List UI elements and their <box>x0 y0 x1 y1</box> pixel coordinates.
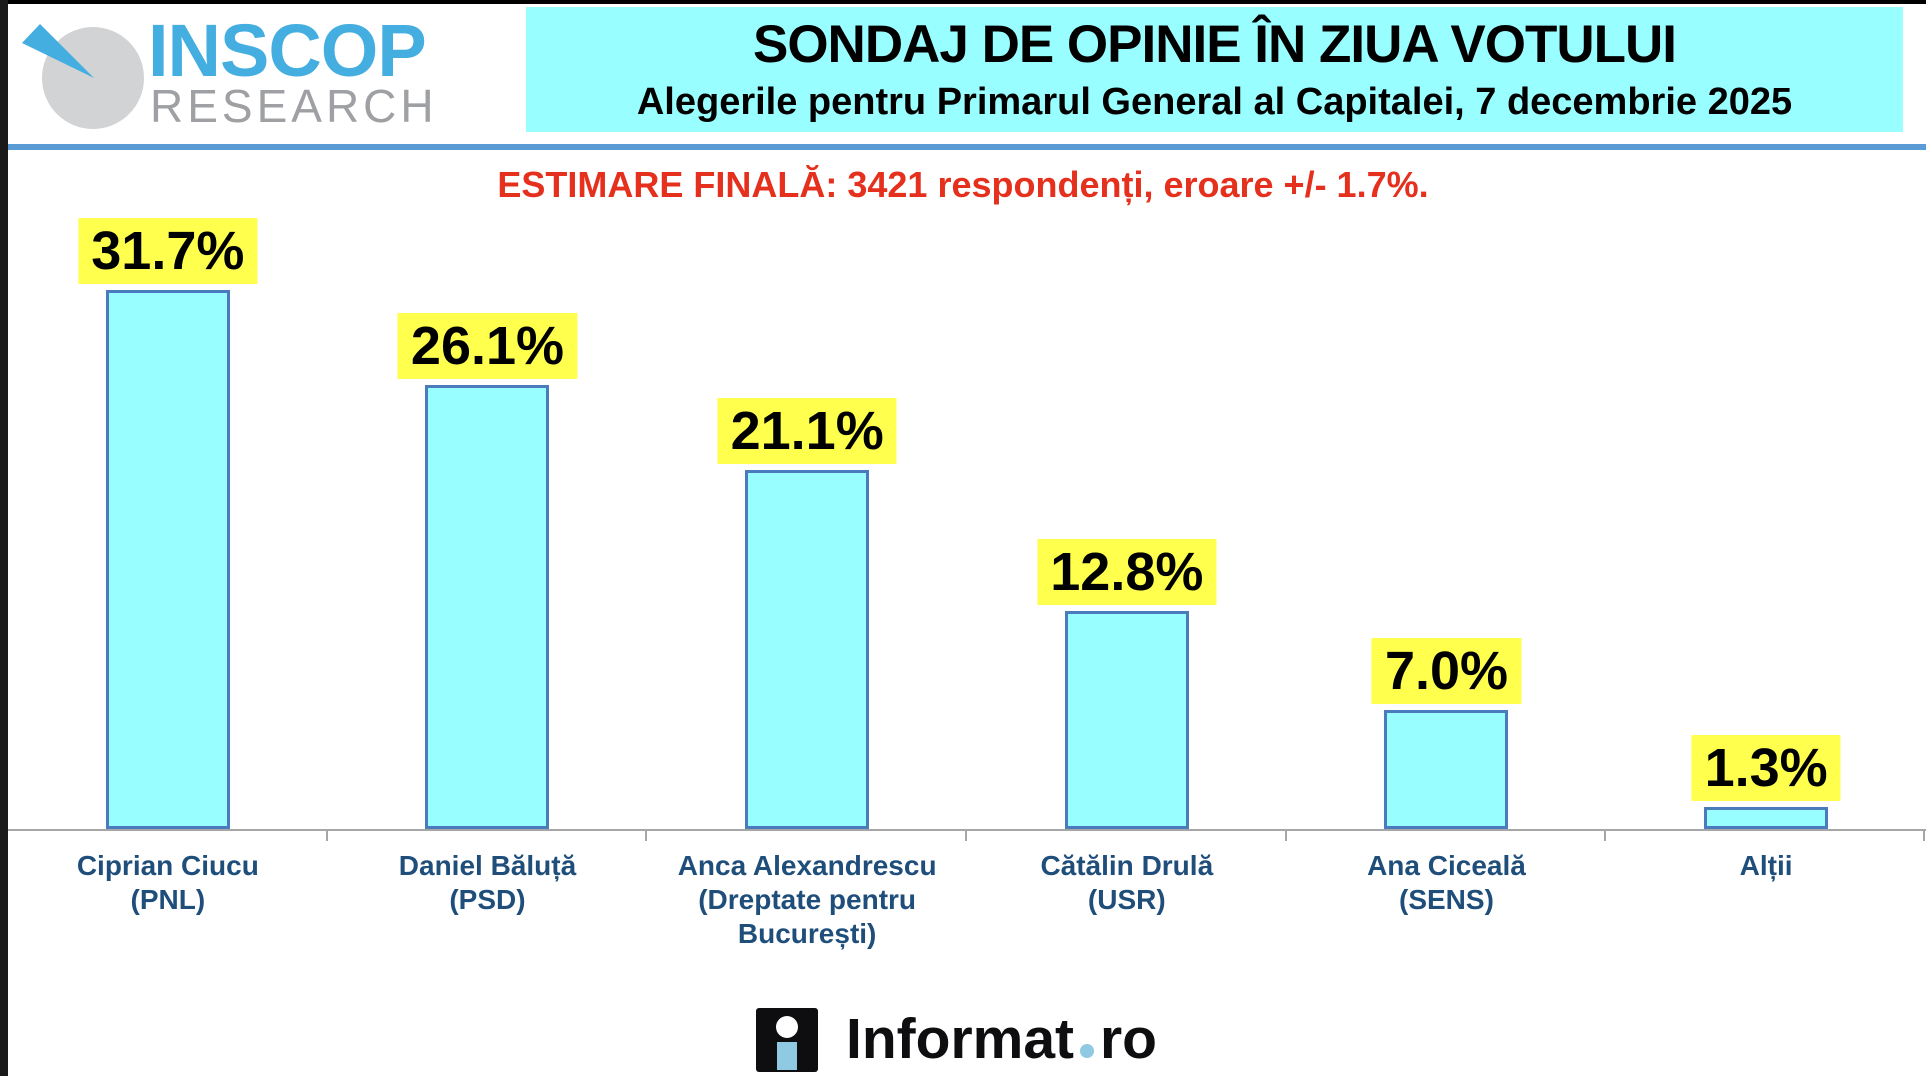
page-title: SONDAJ DE OPINIE ÎN ZIUA VOTULUI <box>752 14 1677 74</box>
bar-slot: 7.0% <box>1287 0 1607 829</box>
candidate-label: Ana Ciceală (SENS) <box>1287 849 1607 951</box>
value-label: 31.7% <box>78 218 258 285</box>
informat-logo: Informat ro <box>756 1008 1157 1072</box>
candidate-party: (PSD) <box>449 884 526 915</box>
bar-slot: 1.3% <box>1606 0 1926 829</box>
informat-brand-text: Informat <box>846 1007 1074 1071</box>
header-divider <box>8 144 1926 150</box>
axis-tick <box>1923 831 1925 841</box>
bar-column <box>105 290 230 829</box>
left-border <box>0 0 8 1076</box>
candidate-label: Ciprian Ciucu (PNL) <box>8 849 328 951</box>
bar-slot: 26.1% <box>328 0 648 829</box>
title-banner: SONDAJ DE OPINIE ÎN ZIUA VOTULUI Alegeri… <box>526 7 1903 132</box>
candidate-name: Ana Ciceală <box>1367 850 1526 881</box>
bar-column <box>1704 806 1829 829</box>
informat-i-dot <box>776 1016 798 1038</box>
candidate-name: Anca Alexandrescu <box>677 850 937 881</box>
value-label: 1.3% <box>1691 734 1841 801</box>
inscop-logo: INSCOP RESEARCH <box>8 4 488 138</box>
candidate-party: (USR) <box>1087 884 1166 915</box>
informat-i-icon <box>756 1008 818 1072</box>
bar-slot: 21.1% <box>647 0 967 829</box>
page-subtitle: Alegerile pentru Primarul General al Cap… <box>636 80 1793 123</box>
informat-tld-text: ro <box>1100 1007 1157 1071</box>
bar-column <box>1384 710 1509 829</box>
informat-i-stem <box>777 1042 797 1070</box>
axis-tick <box>965 831 967 841</box>
inscop-clock-icon <box>22 24 144 129</box>
estimate-note: ESTIMARE FINALĂ: 3421 respondenți, eroar… <box>497 164 1429 205</box>
axis-tick <box>1604 831 1607 841</box>
candidate-name: Daniel Băluță <box>398 850 577 881</box>
candidate-name: Alții <box>1739 850 1793 881</box>
bar-slot: 31.7% <box>8 0 328 829</box>
candidate-label: Daniel Băluță (PSD) <box>328 849 648 951</box>
x-axis-line <box>8 829 1926 841</box>
candidate-label: Anca Alexandrescu (Dreptate pentru Bucure… <box>647 849 967 951</box>
candidate-label: Cătălin Drulă (USR) <box>967 849 1287 951</box>
candidate-party: (Dreptate pentru București) <box>698 884 917 949</box>
axis-tick <box>645 831 648 841</box>
bar-column <box>745 470 870 829</box>
axis-tick <box>325 831 328 841</box>
top-border <box>0 0 1926 4</box>
axis-tick <box>1284 831 1287 841</box>
candidate-party: (PNL) <box>130 884 206 915</box>
value-label: 12.8% <box>1037 539 1217 606</box>
bar-column <box>425 385 550 829</box>
candidate-label: Alții <box>1606 849 1926 951</box>
category-labels: Ciprian Ciucu (PNL) Daniel Băluță (PSD) Anca… <box>8 849 1926 951</box>
value-label: 26.1% <box>397 313 578 380</box>
candidate-party: (SENS) <box>1399 884 1494 915</box>
bar-slot: 12.8% <box>967 0 1287 829</box>
inscop-logo-text: INSCOP <box>148 9 427 92</box>
candidate-name: Ciprian Ciucu <box>76 850 259 881</box>
bar-column <box>1064 611 1189 829</box>
informat-wordmark: Informat ro <box>846 1008 1157 1070</box>
candidate-name: Cătălin Drulă <box>1040 850 1214 881</box>
inscop-logo-subtext: RESEARCH <box>150 80 438 132</box>
plot-area: 31.7% 26.1% 21.1% 12.8% 7.0% 1.3% <box>8 0 1926 829</box>
value-label: 7.0% <box>1371 638 1522 704</box>
informat-dot-icon <box>1080 1044 1094 1058</box>
value-label: 21.1% <box>717 398 897 465</box>
